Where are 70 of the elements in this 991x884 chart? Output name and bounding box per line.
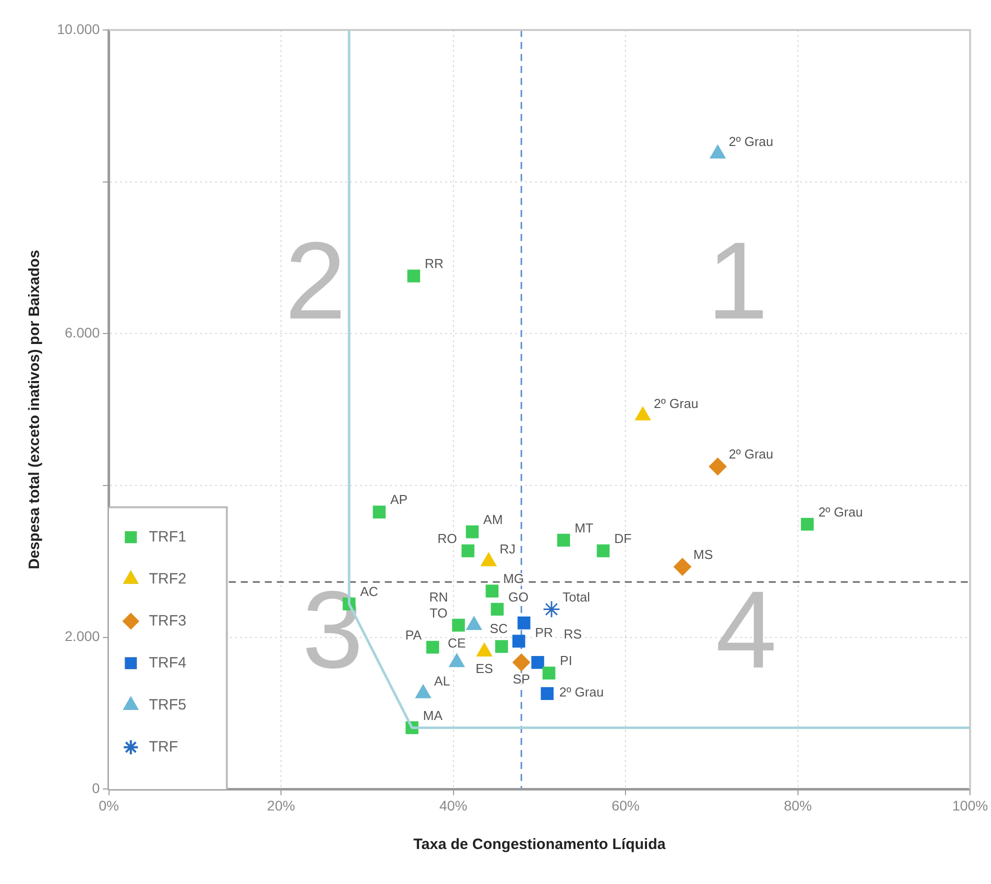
annotation: CE bbox=[448, 635, 466, 650]
y-tick-label: 0 bbox=[92, 780, 100, 796]
point bbox=[800, 518, 814, 531]
x-tick-label: 100% bbox=[952, 797, 988, 814]
annotation: 2º Grau bbox=[654, 396, 698, 411]
annotation: PI bbox=[560, 653, 572, 668]
x-tick-label: 60% bbox=[612, 797, 640, 814]
y-tick-label: 2.000 bbox=[64, 628, 100, 644]
annotation: PA bbox=[405, 627, 422, 642]
annotation: RS bbox=[564, 626, 582, 642]
legend-label: TRF3 bbox=[148, 612, 186, 630]
point bbox=[542, 666, 556, 680]
annotation: RR bbox=[424, 256, 444, 272]
legend-label: TRF1 bbox=[148, 528, 186, 546]
y-axis-title: Despesa total (exceto inativos) por Baixados bbox=[26, 250, 44, 570]
x-axis-title: Taxa de Congestionamento Líquida bbox=[413, 836, 666, 854]
annotation: TO bbox=[430, 605, 448, 620]
legend-label: TRF4 bbox=[148, 654, 186, 672]
annotation: PR bbox=[534, 625, 554, 640]
annotation: 1 bbox=[706, 219, 768, 342]
annotation: MA bbox=[422, 708, 443, 723]
annotation: AM bbox=[483, 512, 503, 527]
legend-label: TRF2 bbox=[148, 570, 186, 588]
point bbox=[596, 544, 610, 558]
annotation: RN bbox=[429, 589, 448, 604]
point bbox=[372, 506, 386, 518]
point bbox=[512, 634, 526, 648]
point bbox=[495, 640, 508, 653]
annotation: MT bbox=[574, 520, 594, 536]
annotation: MS bbox=[693, 546, 714, 562]
point bbox=[531, 656, 544, 669]
annotation: MG bbox=[503, 571, 524, 586]
point bbox=[466, 525, 479, 538]
annotation: GO bbox=[508, 589, 528, 604]
point bbox=[674, 558, 692, 576]
annotation: SP bbox=[512, 671, 530, 686]
legend-label: TRF bbox=[148, 738, 178, 756]
point bbox=[452, 618, 465, 632]
point bbox=[557, 534, 570, 547]
point bbox=[512, 654, 530, 672]
annotation: RJ bbox=[500, 542, 516, 557]
annotation: ES bbox=[476, 660, 494, 676]
annotation: 2º Grau bbox=[728, 134, 774, 149]
annotation: 2º Grau bbox=[728, 446, 774, 462]
y-tick-label: 6.000 bbox=[64, 324, 100, 341]
annotation: AL bbox=[434, 674, 450, 689]
x-tick-label: 40% bbox=[439, 797, 468, 814]
annotation: 2º Grau bbox=[559, 684, 604, 700]
y-tick-label: 10.000 bbox=[56, 20, 100, 37]
x-tick-label: 0% bbox=[98, 797, 119, 814]
point bbox=[426, 640, 440, 654]
point bbox=[708, 458, 726, 476]
point bbox=[490, 602, 504, 616]
annotation: RO bbox=[437, 530, 457, 546]
annotation: 2 bbox=[284, 219, 346, 342]
point bbox=[542, 600, 560, 618]
x-tick-label: 80% bbox=[784, 797, 812, 814]
point bbox=[407, 270, 420, 282]
annotation: SC bbox=[490, 621, 508, 636]
point bbox=[486, 584, 498, 598]
point bbox=[462, 544, 474, 558]
annotation: Total bbox=[562, 589, 590, 604]
annotation: 4 bbox=[716, 568, 777, 692]
point bbox=[540, 687, 554, 700]
point bbox=[518, 616, 530, 630]
annotation: 2º Grau bbox=[818, 504, 863, 520]
annotation: DF bbox=[614, 530, 632, 546]
annotation: AP bbox=[390, 492, 408, 508]
x-tick-label: 20% bbox=[267, 797, 296, 814]
legend-label: TRF5 bbox=[148, 696, 186, 714]
